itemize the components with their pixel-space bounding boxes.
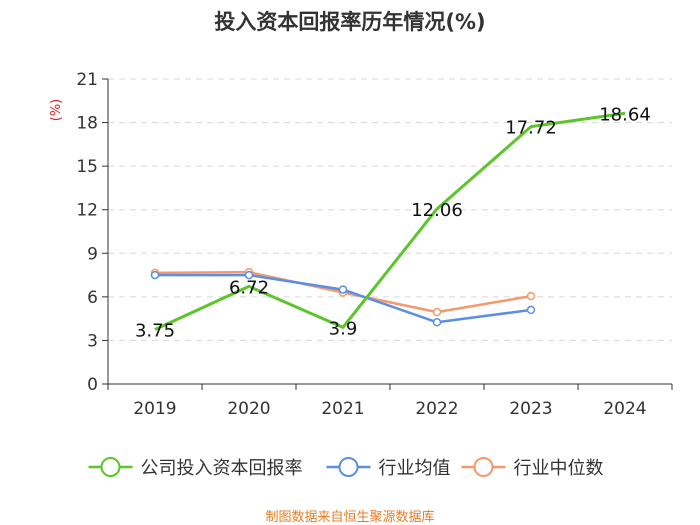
y-axis-label: (%) xyxy=(49,99,64,122)
series-1-point xyxy=(338,285,348,294)
x-tick-label: 2023 xyxy=(509,399,552,419)
data-label: 3.9 xyxy=(329,318,358,339)
x-tick-label: 2024 xyxy=(603,399,646,419)
legend-label: 公司投入资本回报率 xyxy=(141,458,303,479)
x-tick-label: 2022 xyxy=(415,399,458,419)
axes: 0 3 6 9 12 15 18 21 2019 2020 2021 2022 2023 2024 xyxy=(76,70,673,419)
series-line-1 xyxy=(155,273,532,324)
legend-label: 行业中位数 xyxy=(514,458,604,479)
source-note: 制图数据来自恒生聚源数据库 xyxy=(265,509,434,525)
data-labels: 3.75 6.72 3.9 12.06 17.72 18.64 xyxy=(135,104,651,341)
series-2-point xyxy=(432,307,442,317)
legend-item-2[interactable]: 行业中位数 xyxy=(461,457,604,479)
data-label: 12.06 xyxy=(411,200,463,221)
x-tick-label: 2019 xyxy=(133,399,176,419)
series-lines xyxy=(150,111,626,331)
series-1-point xyxy=(244,270,254,280)
y-tick-label: 3 xyxy=(87,331,98,351)
legend: 公司投入资本回报率 行业均值 行业中位数 xyxy=(88,457,604,479)
y-tick-label: 9 xyxy=(87,244,98,264)
x-tick-label: 2020 xyxy=(227,399,270,419)
series-line-0 xyxy=(154,111,626,331)
legend-item-1[interactable]: 行业均值 xyxy=(326,457,451,479)
y-tick-label: 12 xyxy=(76,201,98,221)
data-label: 17.72 xyxy=(505,118,557,139)
y-tick-label: 15 xyxy=(76,157,98,177)
grid-lines xyxy=(108,78,672,341)
legend-swatch-marker xyxy=(100,457,121,477)
legend-label: 行业均值 xyxy=(379,458,451,479)
y-tick-label: 21 xyxy=(76,70,98,90)
series-1-point xyxy=(526,305,536,315)
legend-item-0[interactable]: 公司投入资本回报率 xyxy=(88,457,303,479)
x-tick-label: 2021 xyxy=(321,399,364,419)
legend-swatch-marker xyxy=(338,457,359,477)
series-2-point xyxy=(526,291,536,301)
y-tick-label: 18 xyxy=(76,114,98,134)
series-1-point xyxy=(150,270,160,280)
y-tick-label: 6 xyxy=(87,288,98,308)
y-tick-label: 0 xyxy=(87,375,98,395)
legend-swatch-marker xyxy=(473,457,494,477)
data-label: 18.64 xyxy=(599,104,651,125)
chart-title: 投入资本回报率历年情况(%) xyxy=(214,10,485,34)
data-label: 6.72 xyxy=(229,277,269,298)
series-1-point xyxy=(432,318,442,327)
data-label: 3.75 xyxy=(135,321,175,342)
